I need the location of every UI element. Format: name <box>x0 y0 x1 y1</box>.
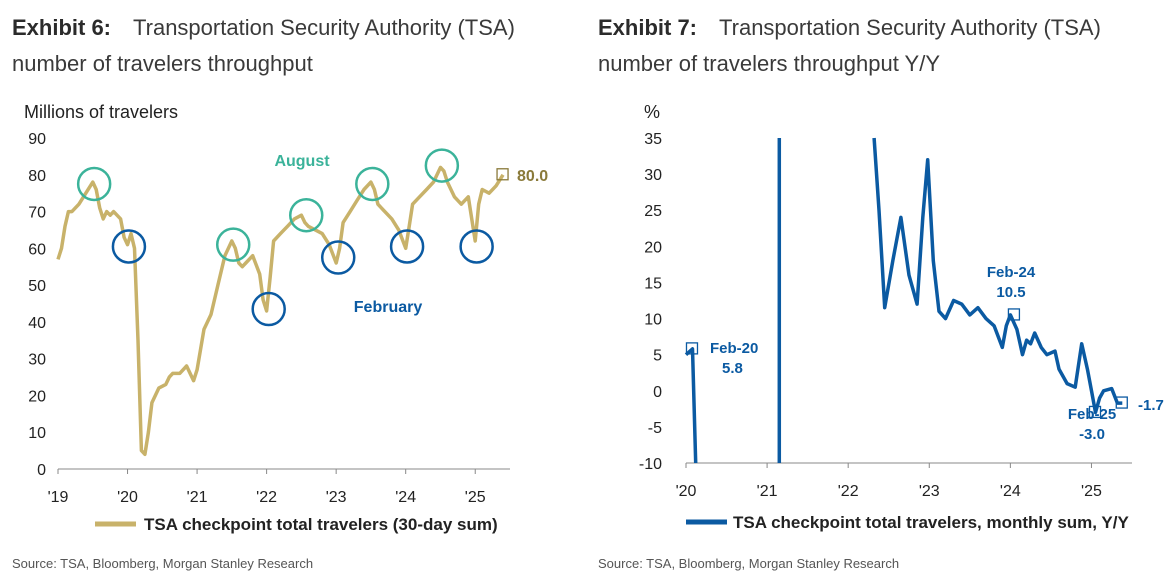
exhibit-7-source: Source: TSA, Bloomberg, Morgan Stanley R… <box>598 556 900 571</box>
august-peak-circle <box>289 197 324 233</box>
y-tick-label: 20 <box>28 388 46 405</box>
y-tick-label: 35 <box>644 131 662 148</box>
exhibit-6-title: Exhibit 6: Transportation Security Author… <box>12 10 572 82</box>
value-marker <box>685 342 699 355</box>
february-annotation: February <box>354 299 423 316</box>
annotation-feb24-value: 10.5 <box>996 284 1025 301</box>
end-value-marker <box>496 168 509 181</box>
x-tick-label: '23 <box>919 483 940 500</box>
exhibit-6-panel: Exhibit 6: Transportation Security Author… <box>12 10 572 571</box>
tsa-throughput-chart: Millions of travelers 0 10 20 30 40 50 60 70 80 90… <box>24 102 548 534</box>
annotation-feb20-value: 5.8 <box>722 360 743 377</box>
y-tick-label: 70 <box>28 205 46 222</box>
february-trough-circle <box>111 229 147 264</box>
august-peak-circle <box>215 227 251 262</box>
x-tick-label: '22 <box>838 483 859 500</box>
value-marker <box>1007 308 1021 321</box>
series-line-tsa-30day <box>56 165 505 457</box>
y-tick-label: 10 <box>644 312 662 329</box>
august-peak-circle <box>424 148 460 183</box>
y-tick-label: 25 <box>644 203 662 220</box>
y-tick-label: 10 <box>28 425 46 442</box>
february-trough-circle <box>251 291 286 327</box>
y-tick-label: 30 <box>28 352 46 369</box>
exhibit-7-title-line2: number of travelers throughput Y/Y <box>598 51 941 76</box>
y-tick-label: -5 <box>648 420 662 437</box>
february-trough-circle <box>459 229 494 264</box>
x-tick-label: '19 <box>48 489 69 506</box>
x-tick-label: '24 <box>1000 483 1021 500</box>
y-tick-label: 0 <box>653 384 662 401</box>
x-tick-label: '21 <box>187 489 208 506</box>
end-value-label: 80.0 <box>517 168 548 185</box>
august-peak-circle <box>355 166 390 202</box>
exhibit-6-source: Source: TSA, Bloomberg, Morgan Stanley R… <box>12 556 314 571</box>
y-tick-label: 15 <box>644 275 662 292</box>
x-tick-label: '22 <box>256 489 277 506</box>
y-tick-label: 50 <box>28 278 46 295</box>
y-tick-label: 40 <box>28 315 46 332</box>
value-marker <box>1115 396 1128 409</box>
legend-label: TSA checkpoint total travelers (30-day s… <box>144 515 498 534</box>
x-tick-label: '25 <box>465 489 486 506</box>
exhibit-6-number: Exhibit 6: <box>12 15 112 40</box>
exhibit-7-title: Exhibit 7: Transportation Security Author… <box>598 10 1158 82</box>
y-tick-label: 0 <box>37 462 46 479</box>
annotation-feb20-label: Feb-20 <box>710 340 758 357</box>
y-tick-label: 80 <box>28 168 46 185</box>
x-tick-label: '23 <box>326 489 347 506</box>
annotation-feb24-label: Feb-24 <box>987 264 1036 281</box>
august-peak-circle <box>76 166 112 202</box>
exhibit-7-title-line1: Transportation Security Authority (TSA) <box>719 15 1101 40</box>
february-trough-circle <box>389 229 425 264</box>
y-axis-label: % <box>644 102 660 122</box>
exhibit-7-panel: Exhibit 7: Transportation Security Author… <box>586 0 1172 582</box>
annotation-latest-value: -1.7 <box>1138 397 1164 414</box>
y-tick-label: 60 <box>28 241 46 258</box>
august-annotation: August <box>274 153 330 170</box>
exhibit-6-title-line1: Transportation Security Authority (TSA) <box>133 15 515 40</box>
tsa-yoy-chart: % -10 -5 0 5 10 15 20 25 30 35 '20 '21 '22 '23 '24 '25 Fe… <box>639 102 1164 532</box>
y-axis-label: Millions of travelers <box>24 102 178 122</box>
series-line-segment-0 <box>684 347 698 464</box>
exhibit-6-title-line2: number of travelers throughput <box>12 51 313 76</box>
x-tick-label: '25 <box>1081 483 1102 500</box>
series-line-segment-2 <box>872 137 1123 415</box>
x-tick-label: '24 <box>395 489 416 506</box>
annotation-feb25-value: -3.0 <box>1079 426 1105 443</box>
x-tick-label: '21 <box>757 483 778 500</box>
annotation-feb25-label: Feb-25 <box>1068 406 1116 423</box>
value-marker <box>1088 405 1102 419</box>
legend-label: TSA checkpoint total travelers, monthly … <box>733 513 1129 532</box>
february-trough-circle <box>320 240 356 275</box>
y-tick-label: 90 <box>28 131 46 148</box>
x-tick-label: '20 <box>676 483 697 500</box>
y-tick-label: 30 <box>644 167 662 184</box>
exhibit-7-number: Exhibit 7: <box>598 15 698 40</box>
y-tick-label: 20 <box>644 239 662 256</box>
y-tick-label: 5 <box>653 348 662 365</box>
y-tick-label: -10 <box>639 456 662 473</box>
x-tick-label: '20 <box>117 489 138 506</box>
